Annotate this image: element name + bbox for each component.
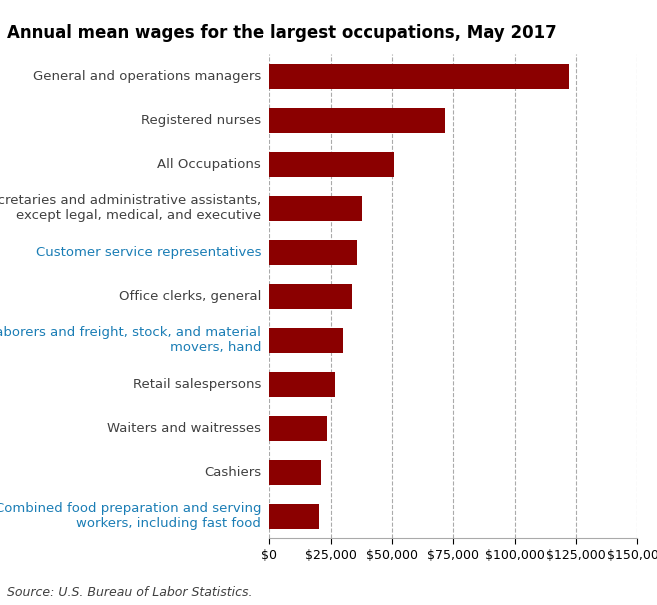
Bar <box>269 197 362 221</box>
Bar <box>269 460 321 485</box>
Bar <box>269 240 357 264</box>
Bar <box>269 108 445 132</box>
Bar <box>269 416 327 440</box>
Bar <box>269 329 343 353</box>
Text: Source: U.S. Bureau of Labor Statistics.: Source: U.S. Bureau of Labor Statistics. <box>7 586 252 599</box>
Bar <box>269 505 319 529</box>
Text: Annual mean wages for the largest occupations, May 2017: Annual mean wages for the largest occupa… <box>7 24 556 42</box>
Bar <box>269 372 334 396</box>
Bar <box>269 152 394 177</box>
Bar <box>269 284 352 309</box>
Bar <box>269 64 569 88</box>
